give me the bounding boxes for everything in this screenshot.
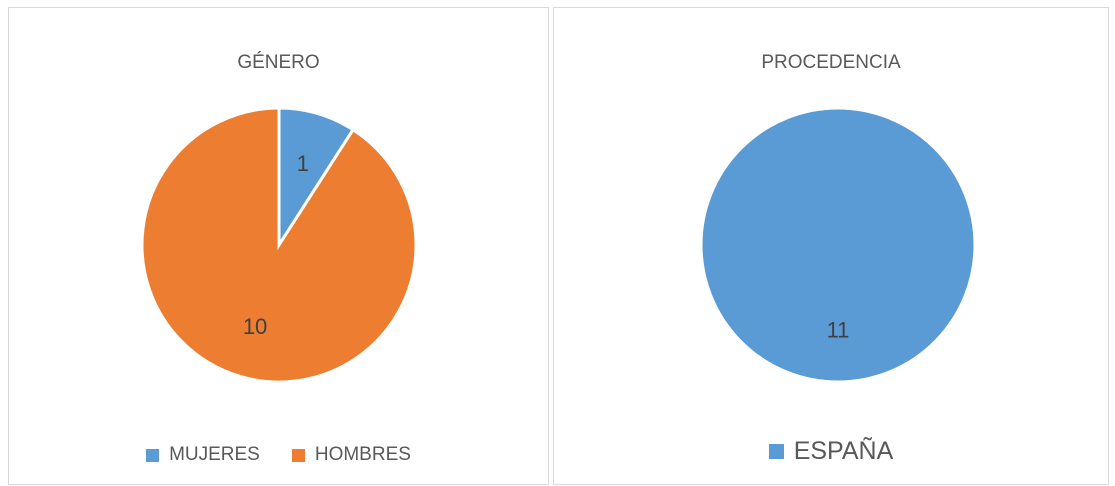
legend-swatch-espana bbox=[768, 444, 784, 459]
legend-item-espana: ESPAÑA bbox=[768, 437, 894, 466]
legend-swatch-mujeres bbox=[146, 448, 160, 462]
chart-panel-genero: GÉNERO 1 10 MUJERES HOMBRES bbox=[8, 7, 549, 485]
pie-chart-genero: 1 10 bbox=[140, 106, 418, 384]
pie-chart-procedencia: 11 bbox=[699, 106, 977, 384]
chart-title-genero: GÉNERO bbox=[237, 52, 320, 73]
procedencia-value-label-espana: 11 bbox=[827, 317, 850, 342]
legend-procedencia: ESPAÑA bbox=[554, 437, 1108, 466]
legend-swatch-hombres bbox=[291, 448, 305, 462]
chart-title-procedencia: PROCEDENCIA bbox=[761, 52, 901, 73]
legend-item-mujeres: MUJERES bbox=[146, 444, 260, 466]
chart-panel-procedencia: PROCEDENCIA 11 ESPAÑA bbox=[553, 7, 1109, 485]
genero-slice-hombres bbox=[140, 106, 418, 384]
genero-value-label-hombres: 10 bbox=[243, 314, 267, 339]
legend-label-mujeres: MUJERES bbox=[169, 444, 260, 465]
legend-label-espana: ESPAÑA bbox=[793, 437, 894, 465]
legend-label-hombres: HOMBRES bbox=[314, 444, 411, 465]
genero-slice-mujeres bbox=[277, 106, 356, 251]
legend-item-hombres: HOMBRES bbox=[291, 444, 411, 466]
procedencia-slice-espana bbox=[699, 106, 977, 384]
genero-value-label-mujeres: 1 bbox=[297, 151, 309, 176]
legend-genero: MUJERES HOMBRES bbox=[9, 444, 548, 466]
